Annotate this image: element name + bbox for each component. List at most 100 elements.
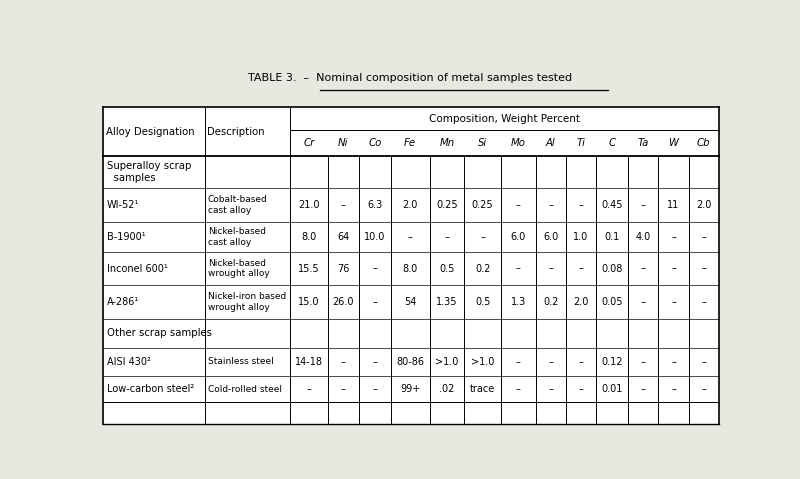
Text: –: –: [306, 384, 311, 394]
Text: 54: 54: [404, 297, 417, 307]
Text: 0.1: 0.1: [605, 232, 620, 242]
Text: –: –: [641, 297, 646, 307]
Text: –: –: [341, 200, 346, 210]
Text: 0.25: 0.25: [472, 200, 494, 210]
Text: 8.0: 8.0: [302, 232, 317, 242]
Text: –: –: [445, 232, 450, 242]
Text: 99+: 99+: [400, 384, 420, 394]
Text: trace: trace: [470, 384, 495, 394]
Text: –: –: [548, 384, 553, 394]
Text: –: –: [641, 263, 646, 274]
Text: 1.0: 1.0: [573, 232, 589, 242]
Text: Mo: Mo: [511, 138, 526, 148]
Text: 64: 64: [337, 232, 350, 242]
Text: Si: Si: [478, 138, 487, 148]
Text: –: –: [373, 357, 378, 367]
Text: Alloy Designation: Alloy Designation: [106, 127, 195, 137]
Text: 0.12: 0.12: [602, 357, 622, 367]
Text: –: –: [702, 384, 706, 394]
Text: Other scrap samples: Other scrap samples: [107, 329, 212, 339]
Text: –: –: [671, 297, 676, 307]
Text: Ti: Ti: [576, 138, 586, 148]
Bar: [103, 107, 718, 424]
Text: –: –: [373, 384, 378, 394]
Text: –: –: [578, 200, 583, 210]
Text: B-1900¹: B-1900¹: [107, 232, 146, 242]
Text: .02: .02: [439, 384, 454, 394]
Text: 2.0: 2.0: [573, 297, 589, 307]
Text: –: –: [341, 357, 346, 367]
Text: –: –: [548, 263, 553, 274]
Text: –: –: [578, 384, 583, 394]
Text: –: –: [671, 357, 676, 367]
Text: Nickel-iron based
wrought alloy: Nickel-iron based wrought alloy: [208, 292, 286, 312]
Text: Superalloy scrap
  samples: Superalloy scrap samples: [107, 161, 191, 183]
Text: 0.2: 0.2: [543, 297, 558, 307]
Text: –: –: [641, 384, 646, 394]
Text: Inconel 600¹: Inconel 600¹: [107, 263, 167, 274]
Text: Nickel-based
cast alloy: Nickel-based cast alloy: [208, 228, 266, 247]
Text: –: –: [671, 232, 676, 242]
Text: 0.05: 0.05: [602, 297, 622, 307]
Text: 0.08: 0.08: [602, 263, 622, 274]
Text: Mn: Mn: [439, 138, 454, 148]
Text: 14-18: 14-18: [295, 357, 323, 367]
Text: 1.35: 1.35: [436, 297, 458, 307]
Text: 6.0: 6.0: [510, 232, 526, 242]
Text: –: –: [702, 232, 706, 242]
Text: 8.0: 8.0: [402, 263, 418, 274]
Text: –: –: [516, 384, 521, 394]
Text: TABLE 3.  –  Nominal composition of metal samples tested: TABLE 3. – Nominal composition of metal …: [248, 73, 572, 83]
Text: –: –: [480, 232, 485, 242]
Text: >1.0: >1.0: [435, 357, 458, 367]
Text: –: –: [516, 263, 521, 274]
Text: –: –: [578, 263, 583, 274]
Text: Description: Description: [207, 127, 265, 137]
Text: 2.0: 2.0: [696, 200, 711, 210]
Text: –: –: [341, 384, 346, 394]
Text: 0.2: 0.2: [475, 263, 490, 274]
Text: 10.0: 10.0: [364, 232, 386, 242]
Text: 0.01: 0.01: [602, 384, 622, 394]
Text: –: –: [641, 357, 646, 367]
Text: >1.0: >1.0: [471, 357, 494, 367]
Text: 76: 76: [337, 263, 350, 274]
Text: –: –: [578, 357, 583, 367]
Text: W: W: [669, 138, 678, 148]
Text: 21.0: 21.0: [298, 200, 320, 210]
Text: 0.5: 0.5: [439, 263, 454, 274]
Text: –: –: [373, 297, 378, 307]
Text: Cold-rolled steel: Cold-rolled steel: [208, 385, 282, 394]
Text: WI-52¹: WI-52¹: [107, 200, 139, 210]
Text: –: –: [702, 297, 706, 307]
Text: –: –: [548, 357, 553, 367]
Text: 4.0: 4.0: [636, 232, 651, 242]
Text: 15.5: 15.5: [298, 263, 320, 274]
Text: Cb: Cb: [697, 138, 710, 148]
Text: 26.0: 26.0: [333, 297, 354, 307]
Text: –: –: [702, 263, 706, 274]
Text: 11: 11: [667, 200, 679, 210]
Text: Co: Co: [368, 138, 382, 148]
Text: 1.3: 1.3: [510, 297, 526, 307]
Text: –: –: [516, 357, 521, 367]
Text: –: –: [516, 200, 521, 210]
Text: 2.0: 2.0: [402, 200, 418, 210]
Text: Cobalt-based
cast alloy: Cobalt-based cast alloy: [208, 195, 267, 215]
Text: –: –: [702, 357, 706, 367]
Text: A-286¹: A-286¹: [107, 297, 139, 307]
Text: 15.0: 15.0: [298, 297, 320, 307]
Text: Fe: Fe: [404, 138, 416, 148]
Text: 0.25: 0.25: [436, 200, 458, 210]
Text: Nickel-based
wrought alloy: Nickel-based wrought alloy: [208, 259, 270, 278]
Text: Low-carbon steel²: Low-carbon steel²: [107, 384, 194, 394]
Text: C: C: [609, 138, 615, 148]
Text: 6.0: 6.0: [543, 232, 558, 242]
Text: Cr: Cr: [303, 138, 314, 148]
Text: Stainless steel: Stainless steel: [208, 357, 274, 366]
Text: –: –: [641, 200, 646, 210]
Text: Ta: Ta: [638, 138, 649, 148]
Text: 80-86: 80-86: [396, 357, 424, 367]
Text: 0.5: 0.5: [475, 297, 490, 307]
Text: Ni: Ni: [338, 138, 349, 148]
